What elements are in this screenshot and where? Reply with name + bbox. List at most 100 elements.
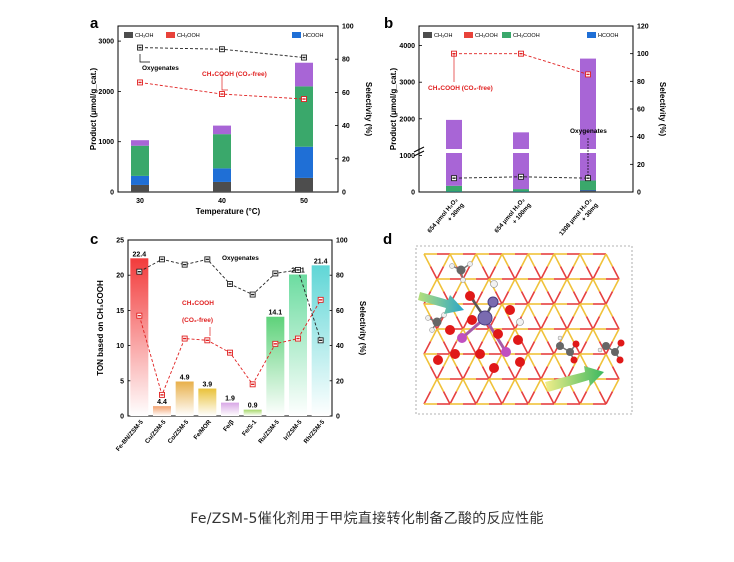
bar-segment xyxy=(131,140,149,146)
x-tick-label: 30 xyxy=(136,198,144,205)
oxygen-atom xyxy=(467,315,477,325)
bar-segment xyxy=(580,180,596,190)
bar xyxy=(176,382,194,416)
bar-segment xyxy=(580,190,596,191)
legend-swatch xyxy=(292,32,301,38)
panel-b-acid-annotation: CH₃COOH (CO₂-free) xyxy=(428,85,493,92)
y2-tick-label: 20 xyxy=(336,378,344,385)
legend-label: CH₃OH xyxy=(434,33,452,39)
y-tick-label: 25 xyxy=(116,238,124,245)
x-tick-label: Fe-BN/ZSM-5 xyxy=(115,418,145,452)
bar xyxy=(198,389,216,416)
x-tick-label: Co/ZSM-5 xyxy=(166,418,190,445)
panel-b-x-ticks: 654 μmol H₂O₂+ 30mg 654 μmol H₂O₂+ 100mg 1… xyxy=(426,197,599,243)
x-tick-label: 40 xyxy=(218,198,226,205)
panel-a-y2label: Selectivity (%) xyxy=(364,82,373,137)
bar-segment xyxy=(295,86,313,146)
oxygen-atom xyxy=(433,355,443,365)
bar-segment xyxy=(580,191,596,192)
y-tick-label: 3000 xyxy=(399,80,415,87)
oxygen-atom xyxy=(475,349,485,359)
panel-d: d xyxy=(383,231,632,414)
oxygen-atom xyxy=(515,357,525,367)
panel-a-xlabel: Temperature (°C) xyxy=(196,207,261,216)
axis-break-gap xyxy=(445,149,463,153)
panel-a-ylabel: Product (μmol/g_cat.) xyxy=(89,68,98,151)
panel-d-letter: d xyxy=(383,231,392,248)
y-tick-label: 0 xyxy=(120,414,124,421)
legend-label: CH₃OOH xyxy=(475,33,498,39)
oxygen-atom xyxy=(513,335,523,345)
y-tick-label: 15 xyxy=(116,308,124,315)
oxygen-atom xyxy=(450,349,460,359)
bar-segment xyxy=(295,63,313,87)
y-tick-label: 0 xyxy=(411,190,415,197)
legend-swatch xyxy=(124,32,133,38)
bar-value-label: 21.4 xyxy=(314,258,328,265)
bar xyxy=(153,406,171,416)
x-tick-label: Fe/β xyxy=(222,419,236,433)
bar-value-label: 0.9 xyxy=(248,403,258,410)
x-tick-label: 1308 μmol H₂O₂+ 30mg xyxy=(558,197,600,243)
bar-segment xyxy=(213,126,231,135)
legend-swatch xyxy=(423,32,432,38)
y-tick-label: 2000 xyxy=(399,116,415,123)
y2-tick-label: 120 xyxy=(637,24,649,31)
panel-a-acid-annotation: CH₃COOH (CO₂-free) xyxy=(202,71,267,78)
hydrogen-atom xyxy=(491,281,498,288)
y2-tick-label: 60 xyxy=(637,107,645,114)
panel-a-x-ticks: 30 40 50 xyxy=(136,198,308,205)
panel-c-oxygenates-annotation: Oxygenates xyxy=(222,255,259,262)
y2-tick-label: 20 xyxy=(342,156,350,163)
bar-segment xyxy=(513,189,529,192)
bar-segment xyxy=(131,185,149,192)
bar-value-label: 14.1 xyxy=(269,310,283,317)
bar-segment xyxy=(131,176,149,185)
bar-value-label: 22.4 xyxy=(133,251,147,258)
silicon-atom xyxy=(501,347,511,357)
panel-a-letter: a xyxy=(90,15,99,32)
bar-segment xyxy=(213,182,231,192)
y-tick-label: 5 xyxy=(120,378,124,385)
y-tick-label: 0 xyxy=(110,190,114,197)
x-tick-label: 50 xyxy=(300,198,308,205)
x-tick-label: 654 μmol H₂O₂+ 100mg xyxy=(493,197,533,240)
oxygen-atom xyxy=(493,329,503,339)
y-tick-label: 4000 xyxy=(399,43,415,50)
bar-segment xyxy=(295,147,313,178)
y2-tick-label: 20 xyxy=(637,162,645,169)
panel-c-y-ticks: 0 5 10 15 20 25 xyxy=(116,238,131,421)
panel-c-ylabel: TON based on CH₃COOH xyxy=(96,280,105,376)
legend-label: CH₃OOH xyxy=(177,33,200,39)
panel-b: b 01000200030004000 020406080100120 654 … xyxy=(384,15,734,242)
y2-tick-label: 100 xyxy=(637,51,649,58)
y2-tick-label: 0 xyxy=(342,190,346,197)
figure-canvas: a 0100020003000 020406080100 30 40 50 CH₃O… xyxy=(0,0,734,562)
annotation-arrow xyxy=(140,54,150,62)
y-tick-label: 20 xyxy=(116,273,124,280)
y2-tick-label: 40 xyxy=(336,343,344,350)
y2-tick-label: 60 xyxy=(342,90,350,97)
panel-c-y2label: Selectivity (%) xyxy=(358,301,367,356)
panel-b-bars xyxy=(445,59,597,192)
legend-swatch xyxy=(587,32,596,38)
y2-tick-label: 60 xyxy=(336,308,344,315)
x-tick-label: Cu/ZSM-5 xyxy=(144,418,168,445)
bar-segment xyxy=(513,132,529,189)
panel-c-acid-annotation-1: CH₃COOH xyxy=(182,300,214,307)
selectivity-line xyxy=(454,54,588,75)
legend-swatch xyxy=(166,32,175,38)
bar xyxy=(221,403,239,416)
y-tick-label: 3000 xyxy=(98,39,114,46)
figure-caption: Fe/ZSM-5催化剂用于甲烷直接转化制备乙酸的反应性能 xyxy=(0,508,734,528)
oxygen-atom xyxy=(465,291,475,301)
legend-swatch xyxy=(502,32,511,38)
y-tick-label: 10 xyxy=(116,343,124,350)
bar-segment xyxy=(446,186,462,192)
bar xyxy=(266,317,284,416)
panel-b-y2label: Selectivity (%) xyxy=(658,82,667,137)
oxygen-atom xyxy=(445,325,455,335)
oxygen-atom xyxy=(505,305,515,315)
y2-tick-label: 0 xyxy=(637,190,641,197)
x-tick-label: Ru/ZSM-5 xyxy=(257,418,281,445)
